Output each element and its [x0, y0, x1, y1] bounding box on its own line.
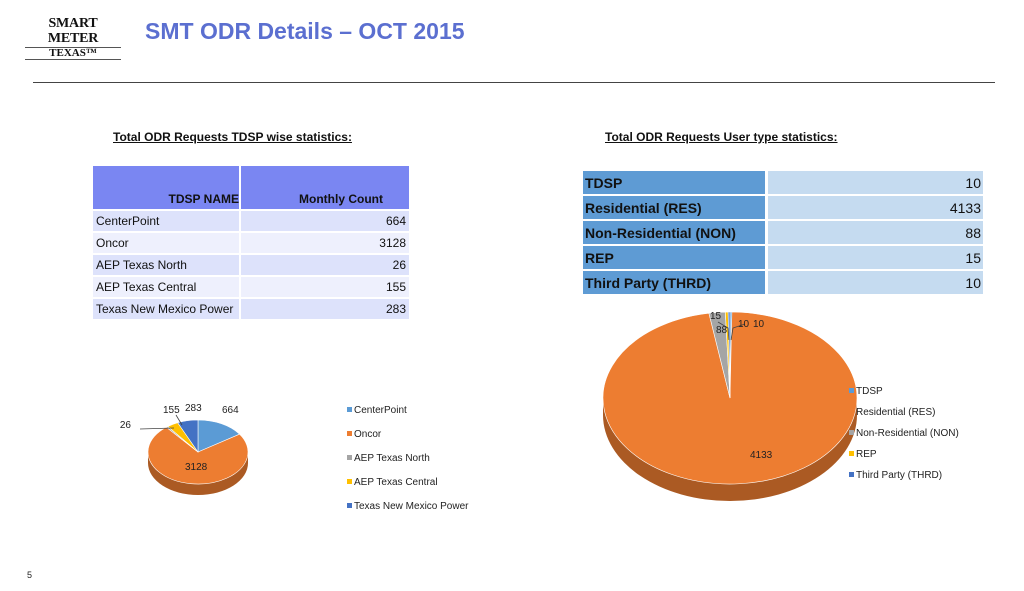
table-row: REP 15 [583, 245, 983, 271]
legend-swatch [347, 431, 352, 436]
legend-swatch [347, 455, 352, 460]
tdsp-name-cell: AEP Texas Central [93, 275, 241, 298]
data-label: 283 [185, 403, 202, 414]
legend-entry: Third Party (THRD) [856, 470, 942, 481]
legend-swatch [347, 407, 352, 412]
table-row: Oncor 3128 [93, 231, 409, 254]
pie-slice-centerpoint [197, 419, 241, 453]
monthly-count-cell: 155 [240, 275, 409, 298]
user-type-count-cell: 10 [766, 270, 983, 296]
legend-swatch [849, 430, 854, 435]
table-row: CenterPoint 664 [93, 209, 409, 232]
smart-meter-texas-logo: SMART METER TEXAS™ [22, 16, 124, 60]
logo-line2: TEXAS™ [25, 47, 121, 60]
legend-entry: TDSP [856, 386, 883, 397]
legend-entry: AEP Texas North [354, 453, 430, 464]
legend-entry: Residential (RES) [856, 407, 935, 418]
user-type-stats-heading: Total ODR Requests User type statistics: [605, 130, 838, 144]
user-type-name-cell: REP [583, 245, 768, 271]
user-type-name-cell: Third Party (THRD) [583, 270, 768, 296]
pie-side-oncor [148, 452, 248, 495]
leader-line [139, 427, 175, 430]
legend-entry: REP [856, 449, 877, 460]
monthly-count-cell: 26 [240, 253, 409, 276]
tdsp-table: TDSP NAME Monthly Count CenterPoint 664 … [93, 166, 409, 319]
user-type-name-cell: Residential (RES) [583, 195, 768, 221]
chart-legend: CenterPoint Oncor AEP Texas North AEP Texas… [347, 405, 469, 512]
legend-entry: CenterPoint [354, 405, 407, 416]
user-type-name-cell: Non-Residential (NON) [583, 220, 768, 246]
leader-line [717, 321, 730, 341]
data-label: 155 [163, 405, 180, 416]
legend-swatch [849, 409, 854, 414]
data-label: 15 [710, 311, 722, 322]
legend-swatch [347, 479, 352, 484]
pie-chart-1: 664 3128 26 155 283 [120, 403, 249, 495]
tdsp-stats-heading: Total ODR Requests TDSP wise statistics: [113, 130, 352, 144]
table-row: AEP Texas Central 155 [93, 275, 409, 298]
legend-swatch [849, 472, 854, 477]
legend-swatch [849, 388, 854, 393]
data-label: 10 [738, 319, 750, 330]
title-divider [33, 82, 995, 83]
data-label: 4133 [750, 450, 773, 461]
page-number: 5 [27, 570, 33, 580]
user-type-name-cell: TDSP [583, 171, 768, 196]
column-header-tdsp-name: TDSP NAME [93, 166, 241, 210]
column-header-monthly-count: Monthly Count [240, 166, 409, 210]
legend-entry: Non-Residential (NON) [856, 428, 959, 439]
logo-line1: SMART METER [47, 16, 99, 46]
data-label: 3128 [185, 462, 208, 473]
tdsp-name-cell: Oncor [93, 231, 241, 254]
table-row: Third Party (THRD) 10 [583, 270, 983, 296]
leader-line [730, 323, 746, 341]
user-type-count-cell: 88 [766, 220, 983, 246]
pie-slice-oncor [147, 426, 249, 485]
user-type-table: TDSP 10 Residential (RES) 4133 Non-Resid… [583, 171, 983, 296]
legend-swatch [849, 451, 854, 456]
tdsp-name-cell: CenterPoint [93, 209, 241, 232]
chart-legend: TDSP Residential (RES) Non-Residential (NO… [849, 386, 959, 481]
monthly-count-cell: 3128 [240, 231, 409, 254]
tdsp-table-header: TDSP NAME Monthly Count [93, 166, 409, 210]
pie-chart-2: 10 4133 88 15 10 [602, 311, 858, 501]
legend-entry: AEP Texas Central [354, 477, 438, 488]
legend-swatch [347, 503, 352, 508]
tdsp-name-cell: AEP Texas North [93, 253, 241, 276]
table-row: Residential (RES) 4133 [583, 195, 983, 221]
page-title: SMT ODR Details – OCT 2015 [145, 18, 465, 44]
monthly-count-cell: 283 [240, 297, 409, 319]
table-row: Texas New Mexico Power 283 [93, 297, 409, 319]
user-type-count-cell: 4133 [766, 195, 983, 221]
table-row: TDSP 10 [583, 171, 983, 196]
user-type-count-cell: 15 [766, 245, 983, 271]
monthly-count-cell: 664 [240, 209, 409, 232]
legend-entry: Oncor [354, 429, 382, 440]
user-type-count-cell: 10 [766, 171, 983, 196]
data-label: 664 [222, 405, 239, 416]
leader-line [175, 414, 183, 426]
pie-slice-texas-new-mexico-power [177, 419, 199, 453]
table-row: AEP Texas North 26 [93, 253, 409, 276]
data-label: 88 [716, 325, 728, 336]
legend-entry: Texas New Mexico Power [354, 501, 469, 512]
table-row: Non-Residential (NON) 88 [583, 220, 983, 246]
pie-side-residential-res- [603, 398, 857, 501]
tdsp-name-cell: Texas New Mexico Power [93, 297, 241, 319]
data-label: 10 [753, 319, 765, 330]
data-label: 26 [120, 420, 132, 431]
